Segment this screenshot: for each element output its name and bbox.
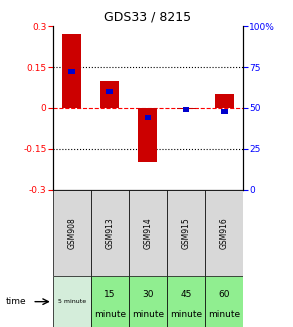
Text: minute: minute [208, 310, 240, 319]
Bar [167, 276, 205, 327]
Bar [215, 94, 234, 108]
Bar [129, 190, 167, 276]
Text: minute: minute [132, 310, 164, 319]
Text: minute: minute [170, 310, 202, 319]
Text: 5 minute: 5 minute [58, 299, 86, 304]
Bar [53, 276, 91, 327]
Bar [91, 276, 129, 327]
Bar [138, 108, 158, 163]
Text: minute: minute [94, 310, 126, 319]
Text: GSM908: GSM908 [67, 217, 76, 249]
Bar [53, 190, 91, 276]
Bar [177, 108, 196, 109]
Text: 30: 30 [142, 289, 154, 299]
Bar [183, 107, 190, 112]
Text: time: time [6, 297, 26, 306]
Bar [129, 276, 167, 327]
Bar [205, 276, 243, 327]
Bar [91, 190, 129, 276]
Text: GSM915: GSM915 [182, 217, 190, 249]
Bar [221, 109, 228, 114]
Bar [62, 34, 81, 108]
Text: 45: 45 [180, 289, 192, 299]
Bar [100, 81, 120, 108]
Text: GSM916: GSM916 [220, 217, 229, 249]
Bar [106, 89, 113, 94]
Bar [144, 115, 151, 120]
Bar [167, 190, 205, 276]
Text: 15: 15 [104, 289, 116, 299]
Text: GSM914: GSM914 [144, 217, 152, 249]
Title: GDS33 / 8215: GDS33 / 8215 [104, 10, 192, 24]
Bar [205, 190, 243, 276]
Bar [68, 70, 75, 75]
Text: 60: 60 [218, 289, 230, 299]
Text: GSM913: GSM913 [105, 217, 114, 249]
